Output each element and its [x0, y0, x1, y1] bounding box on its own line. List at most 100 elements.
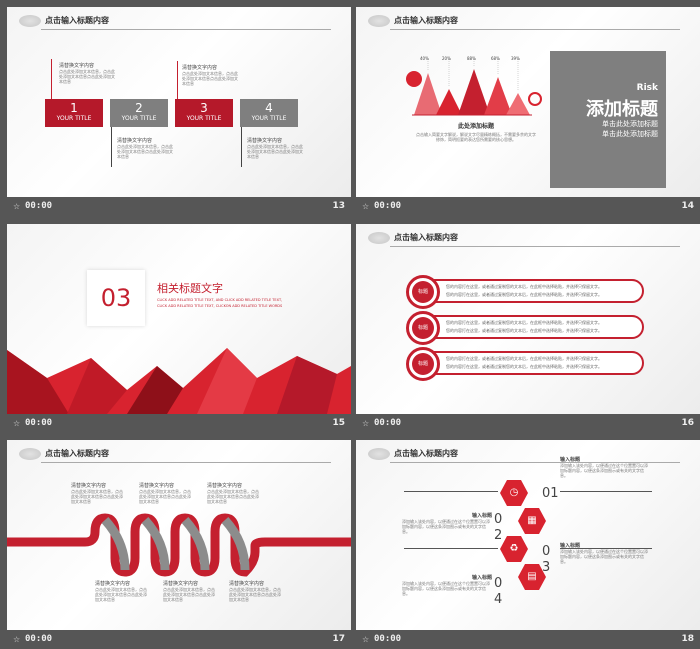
- step-number: 4: [265, 101, 273, 115]
- row-label: 标题: [412, 353, 434, 375]
- slide-thumbnail-18[interactable]: 点击输入标题内容 ◷ ▦ ♻ ▤ 01 02 03 04 输入标题 添加输入该处…: [356, 440, 700, 649]
- peak-4: [484, 77, 512, 115]
- star-icon[interactable]: ☆: [362, 419, 370, 428]
- percent-label-4: 68%: [491, 56, 500, 61]
- slide-footer: ☆ 00:00 13: [7, 197, 351, 217]
- slide-number: 14: [681, 201, 694, 211]
- row-label: 标题: [412, 317, 434, 339]
- header-divider: [390, 29, 680, 30]
- slide-timing: 00:00: [374, 418, 402, 428]
- text-heading: 清替换文字内容: [207, 483, 243, 489]
- text-body: 点击此处添加文本信息，点击此处添加文本信息点击此处添加文本信息: [71, 489, 123, 504]
- slide-thumbnail-13[interactable]: 点击输入标题内容 清替换文字内容 点击此处添加文本信息，点击此处添加文本信息点击…: [7, 7, 351, 217]
- header-ornament: [19, 448, 41, 460]
- section-title: 相关标题文字: [157, 282, 223, 295]
- text-block-bottom-2: 清替换文字内容 点击此处添加文本信息，点击此处添加文本信息点击此处添加文本信息: [163, 580, 215, 602]
- row-badge: 标题: [406, 275, 440, 309]
- row-badge: 标题: [406, 347, 440, 381]
- title-panel: Risk 添加标题 单击此处添加标题 单击此处添加标题: [550, 51, 666, 188]
- step-title: YOUR TITLE: [186, 115, 222, 122]
- slide-thumbnail-15[interactable]: 03 相关标题文字 CLICK ADD RELATED TITLE TEXT, …: [7, 224, 351, 434]
- slide-17: 点击输入标题内容 清替换文字内容 点击此处添加文本信息，点击此处添加文本信息点击…: [7, 440, 351, 630]
- slide-number: 18: [681, 634, 694, 644]
- text-block-bottom-1: 清替换文字内容 点击此处添加文本信息，点击此处添加文本信息点击此处添加文本信息: [95, 580, 147, 602]
- text-block-top-2: 清替换文字内容 点击此处添加文本信息，点击此处添加文本信息点击此处添加文本信息: [139, 482, 191, 504]
- slide-thumbnail-14[interactable]: 点击输入标题内容 40% 20% 88% 68% 39%: [356, 7, 700, 217]
- connector-line: [177, 61, 178, 101]
- slide-18: 点击输入标题内容 ◷ ▦ ♻ ▤ 01 02 03 04 输入标题 添加输入该处…: [356, 440, 700, 630]
- header-ornament: [368, 232, 390, 244]
- text-heading: 清替换文字内容: [71, 483, 107, 489]
- connector-line: [404, 548, 498, 549]
- peak-1: [414, 73, 442, 115]
- slide-thumbnail-16[interactable]: 点击输入标题内容 标题 您的内容打在这里，或者通过复制您的文本后，在此框中选择粘…: [356, 224, 700, 434]
- connector-line: [560, 548, 652, 549]
- percent-label-3: 88%: [467, 56, 476, 61]
- item-number-2: 02: [494, 512, 503, 543]
- percent-label-5: 39%: [511, 56, 520, 61]
- section-subtitle: CLICK ADD RELATED TITLE TEXT, AND CLICK …: [157, 298, 283, 308]
- star-icon[interactable]: ☆: [362, 635, 370, 644]
- text-body: 点击此处添加文本信息，点击此处添加文本信息点击此处添加文本信息: [247, 144, 303, 159]
- polygon-mountains: [7, 348, 351, 414]
- slide-13: 点击输入标题内容 清替换文字内容 点击此处添加文本信息，点击此处添加文本信息点击…: [7, 7, 351, 197]
- slide-16: 点击输入标题内容 标题 您的内容打在这里，或者通过复制您的文本后，在此框中选择粘…: [356, 224, 700, 414]
- section-number: 03: [100, 284, 132, 312]
- text-body: 点击此处添加文本信息，点击此处添加文本信息点击此处添加文本信息: [139, 489, 191, 504]
- text-body: 点击此处添加文本信息，点击此处添加文本信息点击此处添加文本信息: [95, 587, 147, 602]
- row-label: 标题: [412, 281, 434, 303]
- item-text: 添加输入该处内容，以便通过在这个位置置可以添加标题内容，以便这条添加图示或有关的…: [560, 463, 648, 478]
- text-body: 点击此处添加文本信息，点击此处添加文本信息点击此处添加文本信息: [207, 489, 259, 504]
- info-row-1: 标题 您的内容打在这里，或者通过复制您的文本后，在此框中选择粘贴，并选择只保留文…: [406, 275, 644, 309]
- slide-timing: 00:00: [374, 634, 402, 644]
- slide-15: 03 相关标题文字 CLICK ADD RELATED TITLE TEXT, …: [7, 224, 351, 414]
- text-body: 点击此处添加文本信息，点击此处添加文本信息点击此处添加文本信息: [229, 587, 281, 602]
- header-divider: [390, 246, 680, 247]
- text-body: 点击此处添加文本信息，点击此处添加文本信息点击此处添加文本信息: [117, 144, 173, 159]
- item-block-3: 输入标题 添加输入该处内容，以便通过在这个位置置可以添加标题内容，以便这条添加图…: [560, 542, 650, 564]
- row-text-line: 您的内容打在这里，或者通过复制您的文本后，在此框中选择粘贴，并选择只保留文字。: [446, 292, 602, 297]
- step-box-3: 3 YOUR TITLE: [175, 99, 233, 127]
- connector-line: [51, 59, 52, 99]
- caption-title: 此处添加标题: [457, 123, 494, 130]
- text-body: 点击此处添加文本信息，点击此处添加文本信息点击此处添加文本信息: [163, 587, 215, 602]
- connector-line: [404, 491, 498, 492]
- slide-footer: ☆ 00:00 15: [7, 414, 351, 434]
- slide-header-title: 点击输入标题内容: [45, 16, 109, 25]
- section-number-box: 03: [87, 270, 145, 326]
- caption-block: 此处添加标题 点击输入简要文字解说，解说文字尽量精练概括，不需要多余的文字修饰，…: [416, 121, 536, 142]
- slide-thumbnail-17[interactable]: 点击输入标题内容 清替换文字内容 点击此处添加文本信息，点击此处添加文本信息点击…: [7, 440, 351, 649]
- item-number-3: 03: [542, 544, 551, 575]
- text-block-bottom-3: 清替换文字内容 点击此处添加文本信息，点击此处添加文本信息点击此处添加文本信息: [229, 580, 281, 602]
- text-heading: 清替换文字内容: [182, 65, 218, 71]
- star-icon[interactable]: ☆: [13, 202, 21, 211]
- info-row-2: 标题 您的内容打在这里，或者通过复制您的文本后，在此框中选择粘贴，并选择只保留文…: [406, 311, 644, 345]
- caption-text: 点击输入简要文字解说，解说文字尽量精练概括，不需要多余的文字修饰，简明扼要的表达…: [416, 132, 536, 142]
- item-text: 添加输入该处内容，以便通过在这个位置置可以添加标题内容，以便这条添加图示或有关的…: [402, 519, 490, 534]
- star-icon[interactable]: ☆: [13, 635, 21, 644]
- text-heading: 清替换文字内容: [247, 138, 283, 144]
- step-title: YOUR TITLE: [121, 115, 157, 122]
- big-title: 添加标题: [586, 99, 658, 120]
- text-body: 点击此处添加文本信息，点击此处添加文本信息点击此处添加文本信息: [182, 71, 238, 86]
- star-icon[interactable]: ☆: [13, 419, 21, 428]
- text-block-3: 清替换文字内容 点击此处添加文本信息，点击此处添加文本信息点击此处添加文本信息: [182, 64, 240, 86]
- row-text: 您的内容打在这里，或者通过复制您的文本后，在此框中选择粘贴，并选择只保留文字。 …: [446, 283, 602, 299]
- item-title: 输入标题: [471, 575, 492, 581]
- subtitle-1: 单击此处添加标题: [602, 120, 658, 128]
- connector-line: [560, 491, 652, 492]
- row-text: 您的内容打在这里，或者通过复制您的文本后，在此框中选择粘贴，并选择只保留文字。 …: [446, 319, 602, 335]
- step-box-4: 4 YOUR TITLE: [240, 99, 298, 127]
- header-divider: [390, 462, 680, 463]
- outline-dot: [528, 92, 542, 106]
- star-icon[interactable]: ☆: [362, 202, 370, 211]
- item-title: 输入标题: [560, 543, 581, 549]
- text-heading: 清替换文字内容: [117, 138, 153, 144]
- item-number-4: 04: [494, 576, 503, 607]
- step-number: 2: [135, 101, 143, 115]
- text-block-2: 清替换文字内容 点击此处添加文本信息，点击此处添加文本信息点击此处添加文本信息: [117, 137, 175, 159]
- slide-footer: ☆ 00:00 14: [356, 197, 700, 217]
- item-text: 添加输入该处内容，以便通过在这个位置置可以添加标题内容，以便这条添加图示或有关的…: [402, 581, 490, 596]
- slide-timing: 00:00: [25, 418, 53, 428]
- slide-number: 16: [681, 418, 694, 428]
